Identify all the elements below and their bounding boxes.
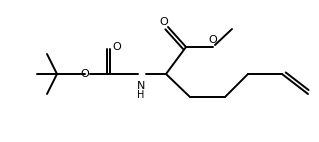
- Text: O: O: [113, 42, 121, 52]
- Text: O: O: [160, 17, 168, 27]
- Text: O: O: [81, 69, 89, 79]
- Text: H: H: [137, 90, 145, 100]
- Text: N: N: [137, 81, 145, 91]
- Text: O: O: [209, 35, 217, 45]
